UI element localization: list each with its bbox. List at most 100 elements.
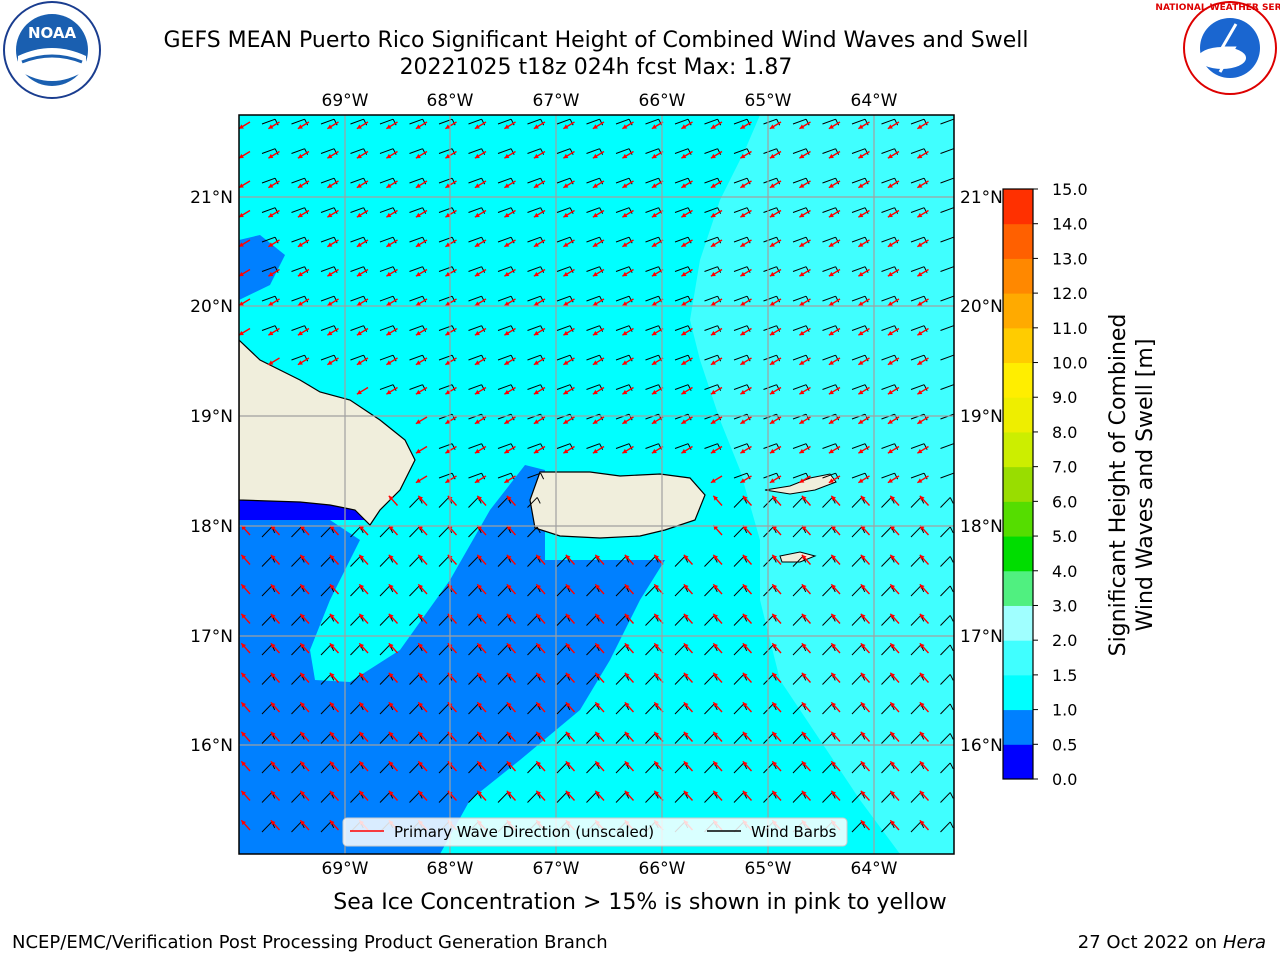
wave-arrow [565,701,576,713]
wave-arrow [860,760,871,772]
colorbar-swatch [1003,536,1033,572]
wave-arrow [742,613,753,624]
wind-barb [851,177,869,185]
wave-arrow [562,268,575,277]
wave-arrow [680,298,693,307]
wind-barb [586,295,604,303]
wind-barb [792,472,810,480]
wind-barb [822,177,840,185]
wave-arrow [388,672,399,683]
wind-barb [468,443,486,450]
colorbar-tick-label: 10.0 [1052,354,1088,373]
wave-arrow [889,701,900,713]
wind-barb [733,207,751,214]
wave-arrow [299,819,310,831]
wave-arrow [415,150,428,159]
lon-ticks-bottom: 69°W 68°W 67°W 66°W 65°W 64°W [322,859,898,879]
wind-barb [291,354,309,362]
wave-arrow [710,357,723,366]
wave-arrow [267,357,280,366]
wave-arrow [297,121,310,130]
wind-barb [527,354,545,362]
wave-arrow [240,760,251,772]
wave-arrow [535,701,546,713]
wave-arrow [417,613,428,624]
wave-arrow [270,642,281,654]
wave-arrow [857,150,870,159]
wave-arrow [889,790,900,801]
wind-barb [851,148,869,155]
wind-barb [733,354,751,362]
wave-arrow [297,268,310,277]
wave-arrow [592,386,605,395]
wind-barb [940,118,954,125]
wind-barb [910,207,928,214]
legend-barb-label: Wind Barbs [751,823,837,841]
wind-barb [527,236,545,244]
wave-arrow [444,357,457,366]
wind-barb [497,295,515,303]
wave-arrow [828,298,841,307]
wave-arrow [506,495,517,506]
wind-barb [704,236,722,244]
wave-arrow [565,554,576,565]
wave-arrow [739,150,752,159]
wave-arrow [860,495,871,506]
lon-tick-top: 66°W [639,91,686,111]
lat-ticks-left: 21°N 20°N 19°N 18°N 17°N 16°N [190,188,233,756]
wave-arrow [239,209,251,218]
wave-arrow [297,239,310,248]
wave-arrow [565,731,576,742]
wave-arrow [887,298,900,307]
wave-arrow [388,554,399,565]
wave-arrow [299,583,310,595]
wind-barb [822,384,840,391]
wave-arrow [239,180,251,189]
wave-arrow [860,731,871,742]
wave-arrow [710,268,723,277]
wave-arrow [621,327,634,336]
wave-arrow [801,701,812,713]
wind-barb [645,236,663,244]
wave-arrow [919,701,930,713]
lat-tick-left: 16°N [190,736,233,756]
wave-arrow [857,327,870,336]
wind-barb [350,325,368,332]
wave-arrow [326,150,339,159]
wave-arrow [828,121,841,130]
wave-arrow [680,180,693,189]
wave-arrow [592,357,605,366]
wind-barb [940,236,954,243]
wind-barb [556,177,574,185]
wave-arrow [444,209,457,218]
wave-arrow [506,583,517,595]
lat-tick-left: 18°N [190,517,233,537]
wind-barb [792,266,810,273]
wind-barb [497,118,515,126]
wind-barb [350,118,368,126]
wind-barb [409,236,427,244]
wind-barb [763,207,781,214]
wave-arrow [916,445,929,454]
wave-arrow [919,672,930,683]
wind-barb [497,354,515,362]
wave-arrow [474,209,487,218]
wave-arrow [444,150,457,159]
wave-arrow [417,731,428,742]
wave-arrow [771,672,782,683]
colorbar-tick-label: 3.0 [1052,596,1077,615]
lat-tick-left: 17°N [190,627,233,647]
wind-barb [733,472,751,480]
wind-barb [527,148,545,155]
wave-arrow [680,357,693,366]
wave-arrow [624,701,635,713]
wave-arrow [830,583,841,595]
wind-barb [881,148,899,155]
wave-arrow [329,583,340,595]
wave-arrow [739,268,752,277]
wind-barb [497,325,515,332]
wind-barb [674,118,692,126]
wave-arrow [739,386,752,395]
wind-barb [822,354,840,362]
